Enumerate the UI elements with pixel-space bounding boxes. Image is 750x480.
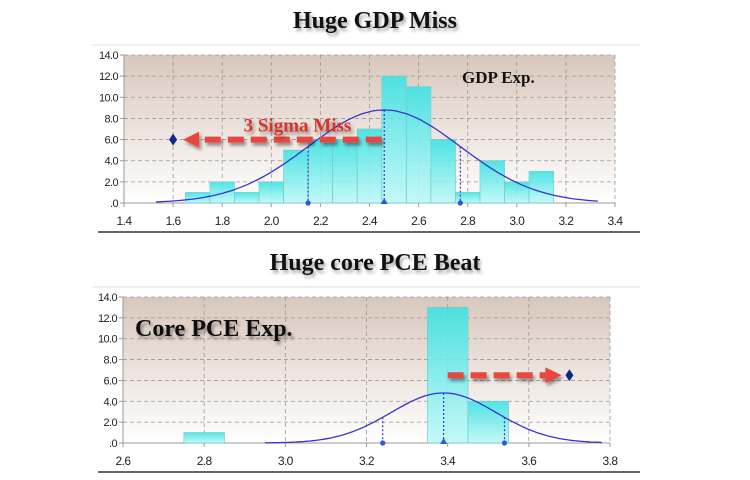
y-tick-label: 14.0: [98, 292, 117, 304]
x-tick-label: 3.0: [278, 454, 294, 468]
y-tick-label: .0: [110, 198, 118, 210]
x-tick-label: 1.8: [215, 214, 231, 228]
chart-title-pce: Huge core PCE Beat: [269, 250, 481, 276]
inset-label: Core PCE Exp.: [135, 316, 293, 342]
histogram-bar: [528, 170, 555, 204]
y-tick-label: 10.0: [98, 334, 117, 346]
chart-title-gdp: Huge GDP Miss: [292, 8, 457, 34]
histogram-bar: [430, 139, 456, 204]
y-tick-label: 8.0: [104, 355, 118, 367]
histogram-bar: [283, 149, 309, 204]
y-tick-label: 14.0: [99, 50, 118, 62]
mean-marker: [380, 198, 388, 204]
x-tick-label: 2.2: [313, 214, 329, 228]
sigma-marker: [501, 440, 508, 446]
sigma-marker: [305, 200, 311, 206]
normal-fit-curve: [155, 109, 598, 203]
y-tick-label: 12.0: [99, 71, 118, 83]
x-tick-label: 3.2: [558, 214, 574, 228]
x-tick-label: 3.0: [509, 214, 525, 228]
arrow-head: [183, 131, 200, 148]
y-tick-label: .0: [109, 438, 117, 450]
sigma-marker: [457, 200, 463, 206]
sigma-marker: [380, 440, 386, 446]
annotation-label: 3 Sigma Miss: [244, 116, 352, 137]
x-tick-label: 1.4: [117, 214, 133, 228]
y-tick-label: 12.0: [98, 313, 117, 325]
inset-label: GDP Exp.: [462, 68, 535, 87]
x-tick-label: 3.2: [359, 454, 375, 468]
y-tick-label: 4.0: [104, 396, 118, 408]
x-tick-label: 2.6: [411, 214, 427, 228]
x-tick-label: 3.4: [440, 454, 456, 468]
arrow-head: [545, 367, 562, 384]
x-tick-label: 2.4: [362, 214, 378, 228]
y-tick-label: 2.0: [104, 417, 118, 429]
y-tick-label: 6.0: [105, 135, 119, 147]
y-tick-label: 6.0: [104, 375, 118, 387]
normal-fit-curve: [265, 392, 602, 444]
x-tick-label: 3.8: [603, 454, 619, 468]
x-tick-label: 2.6: [116, 454, 132, 468]
histogram-bar: [332, 139, 358, 204]
histogram-bar: [381, 75, 407, 204]
actual-value-diamond: [169, 133, 178, 146]
y-tick-label: 2.0: [105, 177, 119, 189]
histogram-bar: [183, 432, 225, 444]
y-tick-label: 8.0: [105, 113, 119, 125]
x-tick-label: 3.6: [521, 454, 537, 468]
y-tick-label: 10.0: [99, 92, 118, 104]
histogram-bar: [307, 139, 334, 204]
histogram-bar: [405, 86, 432, 204]
actual-value-diamond: [565, 369, 574, 382]
histogram-bar: [479, 160, 505, 204]
x-tick-label: 2.0: [264, 214, 280, 228]
x-tick-label: 2.8: [197, 454, 213, 468]
x-tick-label: 2.8: [460, 214, 476, 228]
miss-arrow: [183, 131, 382, 148]
miss-arrow: [447, 367, 562, 384]
y-tick-label: 4.0: [105, 156, 119, 168]
x-tick-label: 1.6: [166, 214, 182, 228]
x-tick-label: 3.4: [608, 214, 624, 228]
mean-marker: [440, 438, 448, 444]
